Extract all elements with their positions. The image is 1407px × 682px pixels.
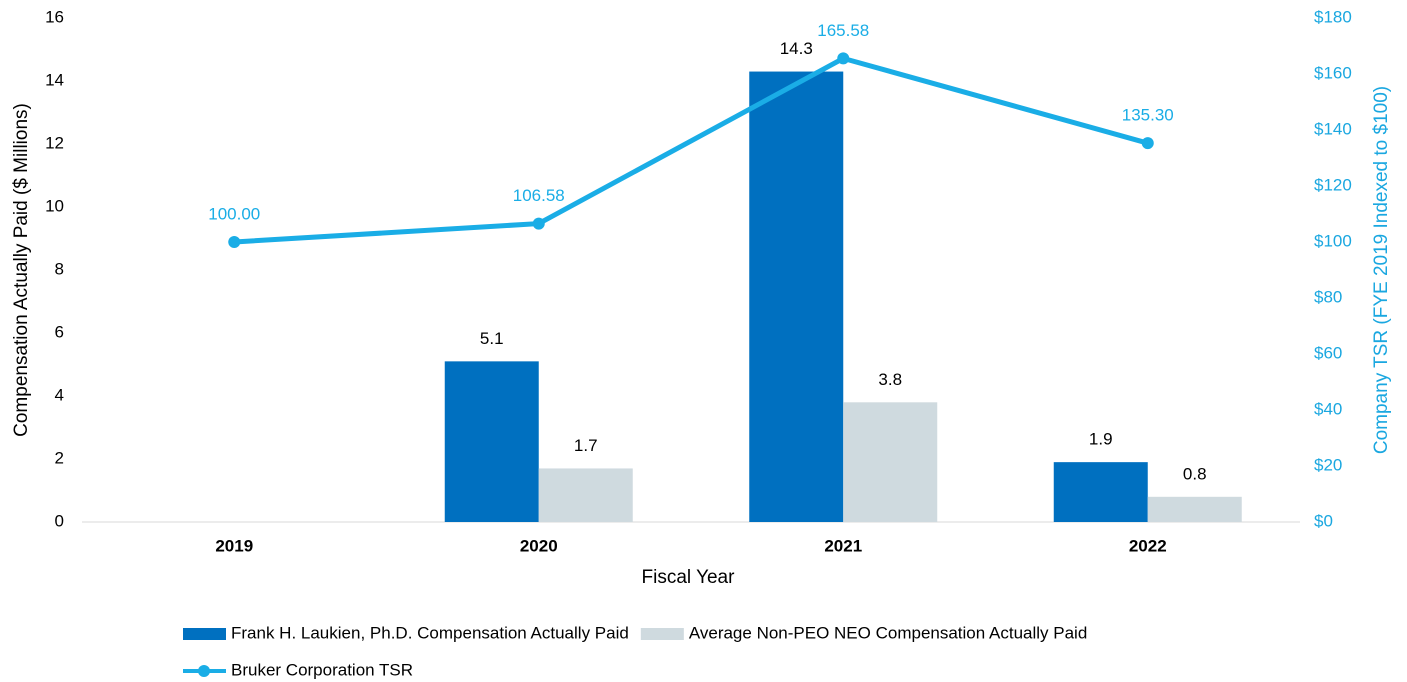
- y-tick-label: 16: [45, 7, 64, 26]
- x-tick-label: 2021: [824, 536, 862, 555]
- y2-tick-label: $140: [1314, 119, 1352, 138]
- y2-tick-label: $100: [1314, 231, 1352, 250]
- y-tick-label: 14: [45, 70, 64, 89]
- data-label: 100.00: [208, 204, 260, 223]
- legend-swatch: [640, 628, 684, 640]
- legend-label: Bruker Corporation TSR: [231, 660, 413, 679]
- line-point: [1141, 137, 1154, 150]
- y-tick-label: 8: [55, 259, 64, 278]
- x-tick-label: 2019: [215, 536, 253, 555]
- y2-tick-label: $120: [1314, 175, 1352, 194]
- data-label: 165.58: [817, 21, 869, 40]
- y-tick-label: 12: [45, 133, 64, 152]
- data-label: 135.30: [1122, 106, 1174, 125]
- bar: [749, 71, 844, 523]
- data-label: 5.1: [480, 329, 504, 348]
- y-axis-title: Compensation Actually Paid ($ Millions): [11, 103, 32, 437]
- y2-tick-label: $80: [1314, 287, 1342, 306]
- line-point: [837, 52, 850, 65]
- x-tick-label: 2020: [520, 536, 558, 555]
- y-tick-label: 0: [55, 511, 64, 530]
- y2-tick-label: $160: [1314, 63, 1352, 82]
- y2-tick-label: $0: [1314, 511, 1333, 530]
- data-label: 0.8: [1183, 464, 1207, 483]
- data-label: 106.58: [513, 186, 565, 205]
- legend-swatch: [183, 628, 226, 640]
- bar: [1053, 462, 1148, 522]
- y-tick-label: 4: [55, 385, 64, 404]
- bar: [538, 468, 633, 522]
- data-label: 3.8: [878, 370, 902, 389]
- y2-tick-label: $180: [1314, 7, 1352, 26]
- line: [234, 55, 1149, 245]
- data-label: 1.7: [574, 436, 598, 455]
- line-point: [228, 236, 241, 248]
- y2-axis-title: Company TSR (FYE 2019 Indexed to $100): [1371, 86, 1392, 454]
- x-tick-label: 2022: [1129, 536, 1167, 555]
- x-axis-title: Fiscal Year: [642, 567, 736, 588]
- legend-label: Frank H. Laukien, Ph.D. Compensation Act…: [231, 623, 629, 642]
- line-point: [532, 217, 545, 230]
- bar: [444, 361, 539, 522]
- y2-tick-label: $20: [1314, 455, 1342, 474]
- bar: [1147, 496, 1242, 522]
- y2-tick-label: $40: [1314, 399, 1342, 418]
- y-tick-label: 6: [55, 322, 64, 341]
- legend-swatch: [198, 665, 210, 677]
- y-tick-label: 2: [55, 448, 64, 467]
- y2-tick-label: $60: [1314, 343, 1342, 362]
- legend-label: Average Non-PEO NEO Compensation Actuall…: [689, 623, 1087, 642]
- data-label: 14.3: [780, 39, 813, 58]
- bar: [843, 402, 938, 522]
- data-label: 1.9: [1089, 430, 1113, 449]
- y-tick-label: 10: [45, 196, 64, 215]
